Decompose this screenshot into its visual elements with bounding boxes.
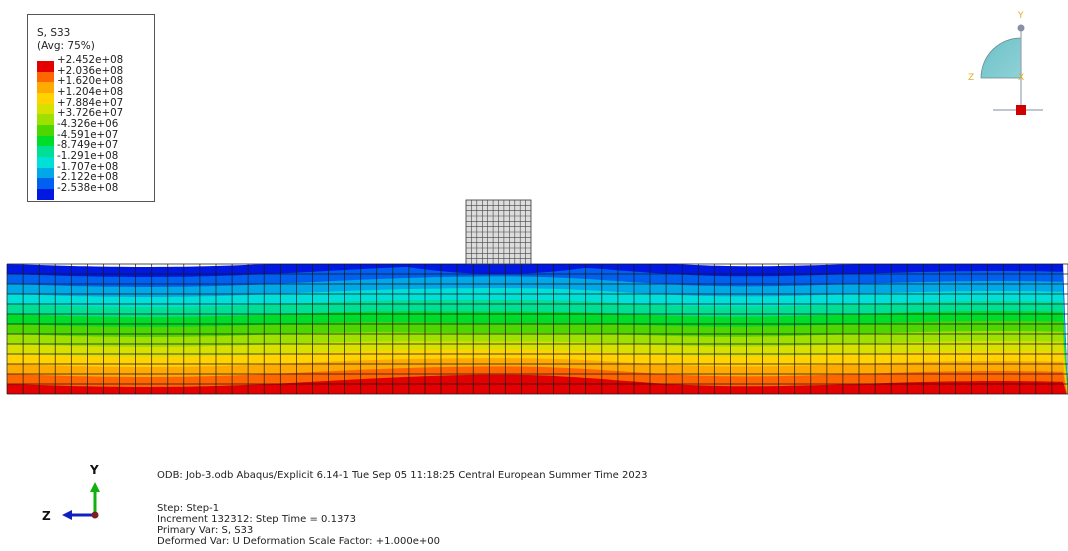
legend-value: -2.538e+08 [57, 182, 119, 195]
legend-swatch [37, 156, 54, 168]
view-x-label: X [1018, 73, 1024, 83]
legend-swatch [37, 92, 54, 104]
legend-swatch [37, 82, 54, 93]
legend-swatch [37, 135, 54, 147]
legend-value: +1.620e+08 [57, 75, 124, 88]
legend-value: +7.884e+07 [57, 96, 124, 109]
legend-swatch [37, 178, 54, 189]
view-z-label: Z [968, 73, 974, 83]
axis-triad: Y Z [42, 463, 100, 523]
legend-value: +2.452e+08 [57, 54, 124, 66]
compression-zone [390, 264, 610, 274]
legend-swatch [37, 103, 54, 115]
contour-legend: S, S33 (Avg: 75%) +2.452e+08 +2.036e+08 +1… [27, 14, 155, 202]
legend-value: -1.291e+08 [57, 150, 119, 163]
legend-value: -2.122e+08 [57, 171, 119, 184]
legend-swatch [37, 114, 54, 125]
legend-value: +2.036e+08 [57, 64, 124, 77]
indenter-block [465, 199, 532, 265]
legend-values: +2.452e+08 +2.036e+08 +1.620e+08 +1.204e+08… [57, 55, 123, 194]
legend-value: -4.326e+06 [57, 118, 119, 131]
deformed-var-info: Deformed Var: U Deformation Scale Factor… [157, 536, 440, 547]
legend-value: -8.749e+07 [57, 139, 119, 152]
increment-info: Increment 132312: Step Time = 0.1373 [157, 514, 357, 525]
block-mesh-lines [466, 200, 531, 264]
legend-title: S, S33 [37, 27, 71, 39]
legend-color-bar [37, 61, 54, 200]
legend-value: +1.204e+08 [57, 86, 124, 99]
legend-swatch [37, 188, 54, 200]
primary-var-info: Primary Var: S, S33 [157, 525, 254, 536]
view-y-label: Y [1017, 11, 1024, 21]
view-origin-marker [1016, 105, 1026, 115]
legend-value: +3.726e+07 [57, 107, 124, 120]
view-cube[interactable]: Y Z X [968, 11, 1043, 115]
step-info: Step: Step-1 [157, 503, 220, 514]
beam-mesh-grid [6, 263, 1068, 395]
odb-info-line: ODB: Job-3.odb Abaqus/Explicit 6.14-1 Tu… [157, 470, 648, 481]
legend-swatch [37, 61, 54, 72]
legend-swatch [37, 124, 54, 136]
triad-z-label: Z [42, 509, 51, 523]
legend-subtitle: (Avg: 75%) [37, 40, 95, 52]
legend-swatch [37, 167, 54, 179]
legend-value: -1.707e+08 [57, 160, 119, 173]
legend-value: -4.591e+07 [57, 128, 119, 141]
legend-swatch [37, 146, 54, 157]
tension-zone [410, 382, 590, 394]
triad-y-label: Y [89, 463, 99, 477]
mesh-lines [6, 263, 1068, 395]
legend-swatch [37, 71, 54, 83]
